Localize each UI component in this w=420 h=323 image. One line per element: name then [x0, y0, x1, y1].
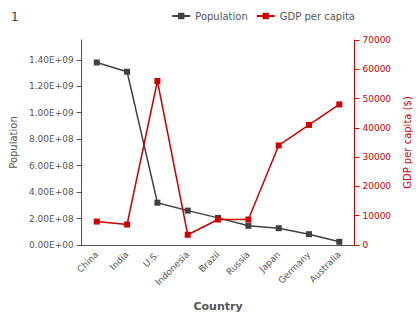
svg-text:Japan: Japan [257, 249, 283, 275]
svg-text:20000: 20000 [362, 181, 391, 191]
svg-text:1.00E+09: 1.00E+09 [29, 108, 74, 118]
svg-text:6.00E+08: 6.00E+08 [29, 161, 74, 171]
svg-text:U.S.: U.S. [141, 249, 161, 269]
svg-text:70000: 70000 [362, 35, 391, 45]
svg-text:Indonesia: Indonesia [153, 249, 191, 287]
svg-text:1.40E+09: 1.40E+09 [29, 55, 74, 65]
svg-text:Brazil: Brazil [197, 249, 222, 274]
svg-text:40000: 40000 [362, 123, 391, 133]
svg-text:Country: Country [193, 300, 242, 313]
svg-text:0: 0 [362, 240, 368, 250]
svg-text:Population: Population [8, 116, 19, 169]
svg-text:50000: 50000 [362, 94, 391, 104]
svg-text:India: India [108, 249, 131, 272]
svg-text:2.00E+08: 2.00E+08 [29, 214, 74, 224]
svg-text:30000: 30000 [362, 152, 391, 162]
svg-text:Population: Population [195, 11, 248, 22]
svg-text:1: 1 [11, 10, 19, 24]
svg-text:1.20E+09: 1.20E+09 [29, 81, 74, 91]
svg-text:Russia: Russia [224, 249, 252, 277]
svg-text:GDP per capita ($): GDP per capita ($) [402, 96, 413, 189]
svg-text:8.00E+08: 8.00E+08 [29, 134, 74, 144]
svg-text:60000: 60000 [362, 64, 391, 74]
svg-text:China: China [75, 249, 100, 274]
svg-text:0.00E+00: 0.00E+00 [29, 240, 74, 250]
svg-text:GDP per capita: GDP per capita [280, 11, 355, 22]
svg-text:Germany: Germany [276, 249, 313, 286]
svg-text:10000: 10000 [362, 211, 391, 221]
svg-text:Australia: Australia [308, 249, 343, 284]
svg-text:4.00E+08: 4.00E+08 [29, 187, 74, 197]
